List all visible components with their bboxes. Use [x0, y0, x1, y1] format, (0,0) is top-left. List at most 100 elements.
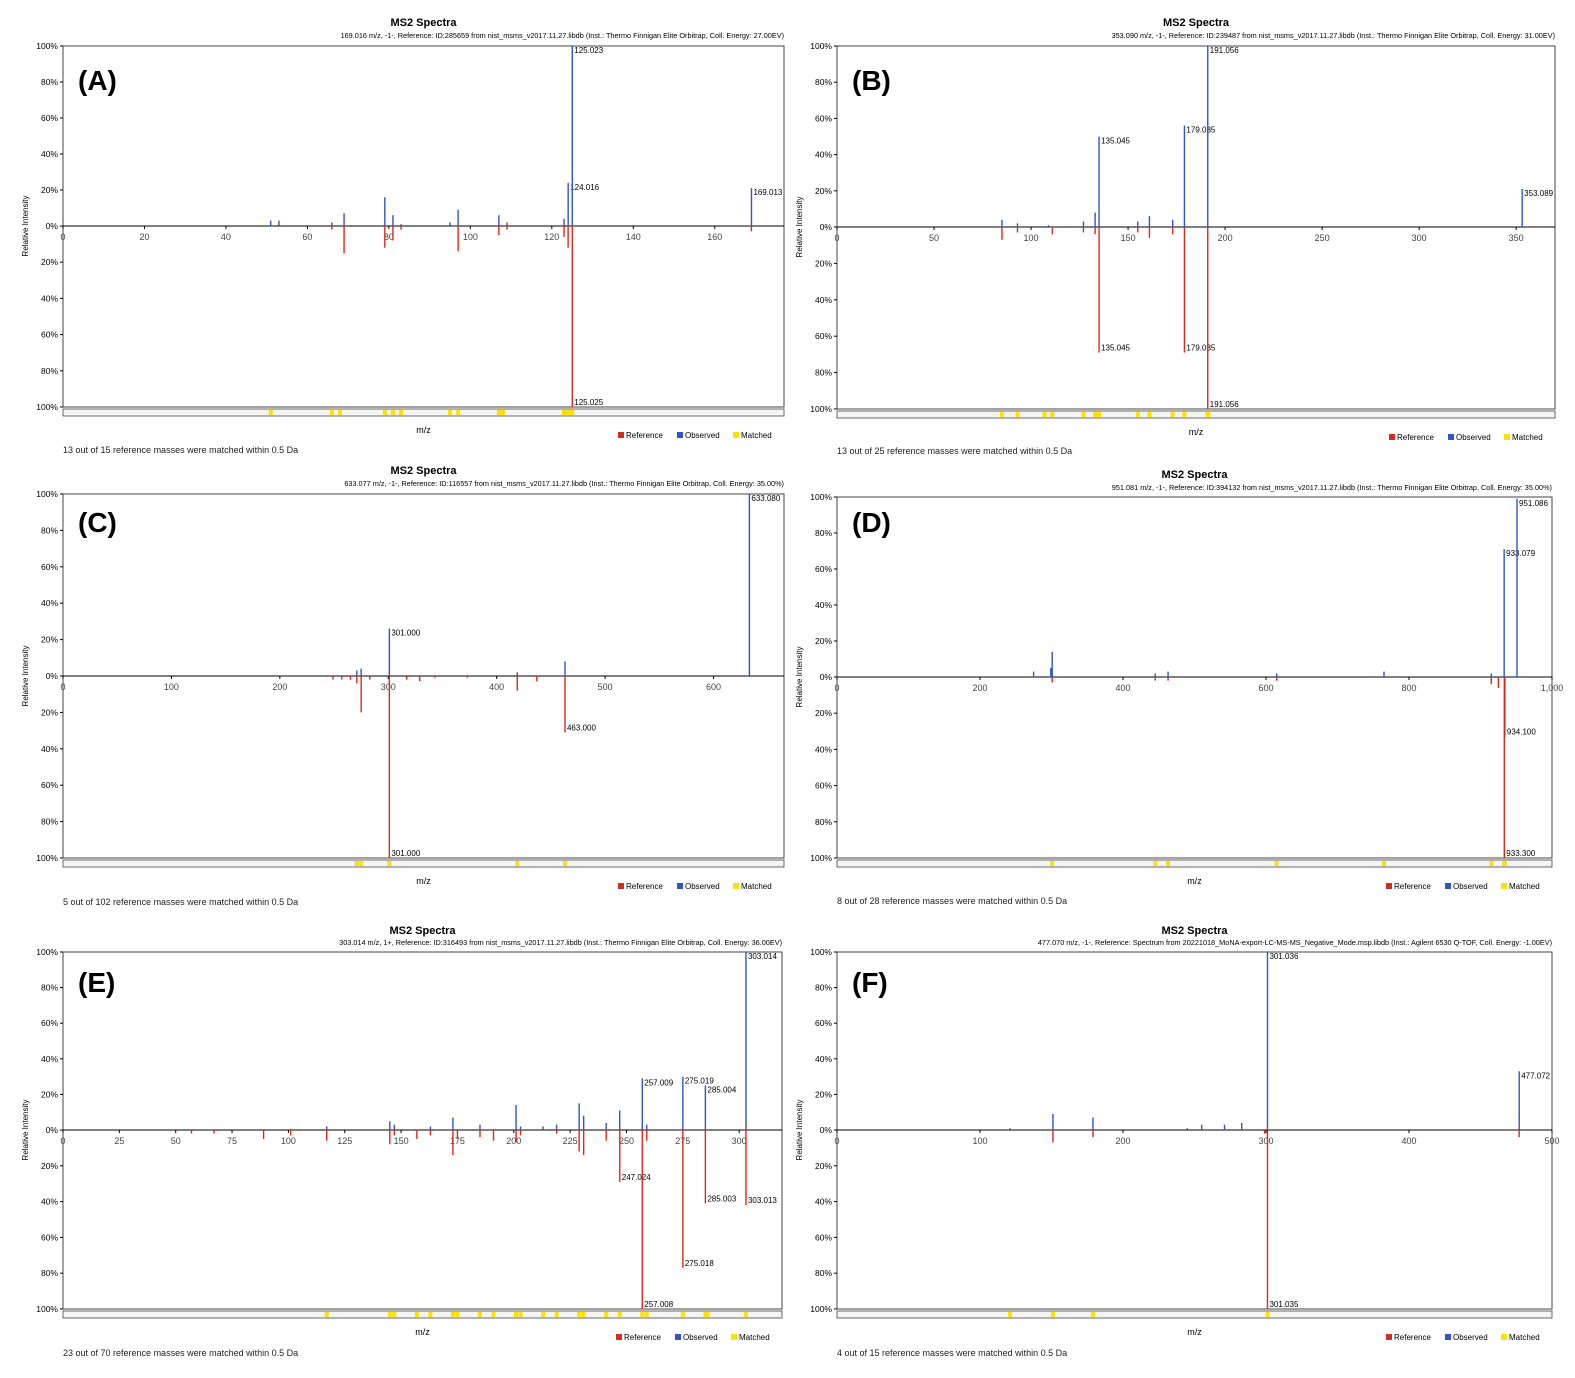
- panel-label: (C): [78, 507, 117, 538]
- matched-marker: [1166, 861, 1171, 866]
- y-tick-label: 40%: [41, 744, 58, 754]
- panel-label: (E): [78, 967, 115, 998]
- x-tick-label: 150: [1121, 233, 1136, 243]
- x-tick-label: 400: [489, 682, 504, 692]
- legend: Reference Observed Matched: [616, 1333, 770, 1342]
- x-tick-label: 400: [1401, 1136, 1416, 1146]
- legend-swatch-observed: [675, 1334, 681, 1340]
- matched-marker: [382, 410, 387, 415]
- legend-swatch-observed: [677, 883, 683, 889]
- matched-strip: [62, 408, 785, 417]
- y-tick-label: 40%: [41, 1197, 58, 1207]
- y-tick-label: 60%: [41, 1232, 58, 1242]
- y-tick-label: 20%: [41, 257, 58, 267]
- legend-swatch-reference: [1389, 434, 1395, 440]
- panel-label: (B): [852, 65, 891, 96]
- x-tick-label: 300: [381, 682, 396, 692]
- matched-strip: [62, 859, 785, 868]
- observed-peak-label: 301.036: [1269, 952, 1298, 961]
- legend-swatch-observed: [677, 432, 683, 438]
- x-tick-label: 400: [1115, 683, 1130, 693]
- x-axis-label: m/z: [415, 1327, 430, 1337]
- chart-subtitle: 303.014 m/z, 1+, Reference: ID:316493 fr…: [339, 938, 782, 947]
- matched-marker: [644, 1312, 649, 1317]
- matched-marker: [337, 410, 342, 415]
- matched-marker: [268, 410, 273, 415]
- matched-marker: [1182, 412, 1187, 417]
- y-tick-label: 60%: [815, 113, 832, 123]
- matched-marker: [1042, 412, 1047, 417]
- legend: Reference Observed Matched: [1386, 1333, 1540, 1342]
- legend: Reference Observed Matched: [1386, 882, 1540, 891]
- y-tick-label: 80%: [815, 368, 832, 378]
- matched-marker: [1147, 412, 1152, 417]
- y-tick-label: 80%: [815, 528, 832, 538]
- x-tick-label: 160: [707, 232, 722, 242]
- chart-subtitle: 951.081 m/z, -1-, Reference: ID:394132 f…: [1112, 483, 1552, 492]
- legend-swatch-observed: [1445, 883, 1451, 889]
- y-tick-label: 60%: [815, 564, 832, 574]
- match-summary: 4 out of 15 reference masses were matche…: [837, 1348, 1067, 1358]
- matched-marker: [1135, 412, 1140, 417]
- y-axis-label: Relative Intensity: [795, 1100, 804, 1161]
- x-tick-label: 200: [1115, 1136, 1130, 1146]
- y-tick-label: 100%: [36, 489, 58, 499]
- legend-label-matched: Matched: [739, 1333, 770, 1342]
- x-tick-label: 0: [834, 683, 839, 693]
- matched-marker: [387, 861, 392, 866]
- legend-label-reference: Reference: [624, 1333, 661, 1342]
- y-tick-label: 20%: [41, 1161, 58, 1171]
- legend-swatch-observed: [1445, 1334, 1451, 1340]
- legend-swatch-matched: [731, 1334, 737, 1340]
- legend-label-observed: Observed: [1456, 433, 1491, 442]
- matched-marker: [640, 1312, 645, 1317]
- observed-peak-label: 257.009: [644, 1078, 673, 1087]
- y-tick-label: 100%: [810, 1304, 832, 1314]
- y-axis-label: Relative Intensity: [795, 647, 804, 708]
- spectrum-panel-b: MS2 Spectra 353.090 m/z, -1-, Reference: …: [795, 17, 1556, 456]
- matched-marker: [450, 1312, 455, 1317]
- matched-marker: [562, 861, 567, 866]
- reference-peak-label: 125.025: [574, 398, 603, 407]
- spectrum-panel-c: MS2 Spectra 633.077 m/z, -1-, Reference: …: [21, 465, 785, 907]
- x-tick-label: 225: [563, 1136, 578, 1146]
- y-tick-label: 60%: [41, 330, 58, 340]
- legend-label-matched: Matched: [741, 882, 772, 891]
- y-tick-label: 40%: [815, 295, 832, 305]
- spectrum-panel-a: MS2 Spectra 169.016 m/z, -1-, Reference: …: [21, 17, 785, 455]
- legend-label-reference: Reference: [626, 431, 663, 440]
- matched-marker: [570, 410, 575, 415]
- matched-marker: [577, 1312, 582, 1317]
- match-summary: 8 out of 28 reference masses were matche…: [837, 896, 1067, 906]
- y-tick-label: 0%: [46, 221, 59, 231]
- x-tick-label: 300: [732, 1136, 747, 1146]
- chart-subtitle: 477.070 m/z, -1-, Reference: Spectrum fr…: [1038, 938, 1552, 947]
- y-axis-label: Relative Intensity: [21, 646, 30, 707]
- legend-swatch-matched: [733, 883, 739, 889]
- matched-strip: [836, 410, 1556, 419]
- match-summary: 13 out of 25 reference masses were match…: [837, 446, 1072, 456]
- y-tick-label: 20%: [815, 708, 832, 718]
- matched-marker: [387, 1312, 392, 1317]
- observed-peak-label: 169.013: [753, 188, 782, 197]
- match-summary: 13 out of 15 reference masses were match…: [63, 445, 298, 455]
- observed-peak-label: 951.086: [1519, 499, 1548, 508]
- y-tick-label: 40%: [815, 150, 832, 160]
- matched-marker: [1502, 861, 1507, 866]
- x-axis-label: m/z: [1187, 1327, 1202, 1337]
- x-tick-label: 100: [1024, 233, 1039, 243]
- y-tick-label: 80%: [815, 983, 832, 993]
- y-tick-label: 100%: [36, 947, 58, 957]
- x-tick-label: 80: [384, 232, 394, 242]
- x-tick-label: 120: [544, 232, 559, 242]
- matched-marker: [515, 861, 520, 866]
- y-tick-label: 100%: [810, 41, 832, 51]
- x-tick-label: 40: [221, 232, 231, 242]
- matched-marker: [566, 410, 571, 415]
- y-tick-label: 80%: [815, 1268, 832, 1278]
- x-tick-label: 250: [619, 1136, 634, 1146]
- y-tick-label: 20%: [815, 258, 832, 268]
- legend: Reference Observed Matched: [1389, 433, 1543, 442]
